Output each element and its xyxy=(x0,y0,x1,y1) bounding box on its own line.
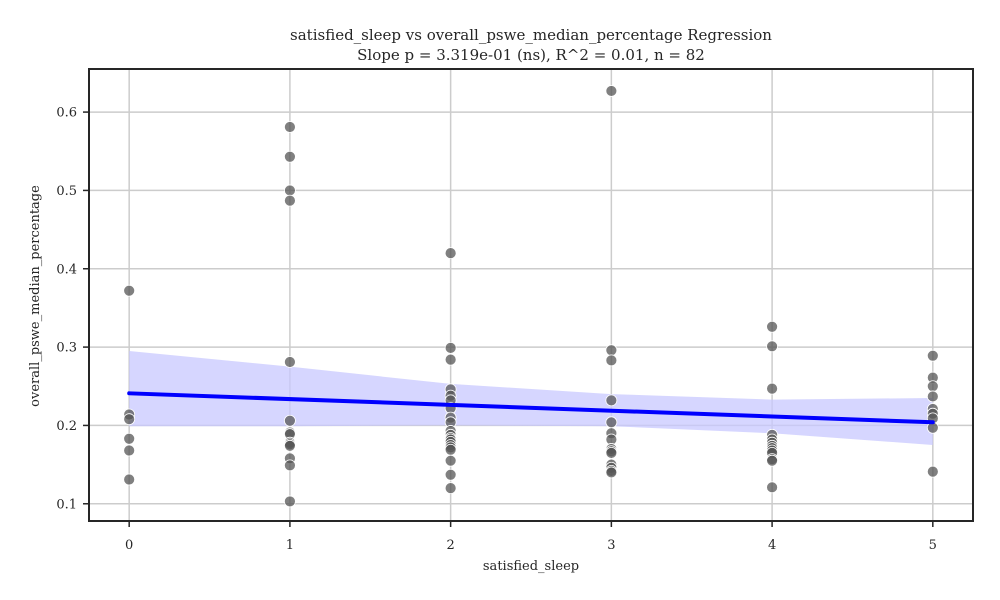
data-point xyxy=(284,121,296,133)
x-tick-label: 0 xyxy=(125,538,133,553)
data-point xyxy=(926,390,939,403)
y-tick-label: 0.2 xyxy=(56,419,77,434)
data-point xyxy=(605,446,618,459)
data-point xyxy=(123,284,136,297)
data-point xyxy=(926,465,939,478)
data-point xyxy=(766,320,778,333)
data-point xyxy=(605,344,618,357)
grid-lines xyxy=(89,69,973,521)
data-point xyxy=(766,481,778,494)
x-axis-ticks: 0 1 2 3 4 5 xyxy=(125,521,937,553)
y-tick-label: 0.4 xyxy=(56,262,77,277)
data-point xyxy=(123,413,136,426)
data-point xyxy=(926,349,939,362)
chart-subtitle: Slope p = 3.319e-01 (ns), R^2 = 0.01, n … xyxy=(357,46,705,64)
regression-line xyxy=(127,391,935,425)
y-tick-label: 0.5 xyxy=(56,184,77,199)
data-point xyxy=(444,443,457,456)
data-point xyxy=(444,247,457,259)
data-point xyxy=(605,466,618,479)
data-point xyxy=(284,194,296,207)
data-point xyxy=(123,432,136,445)
data-point xyxy=(284,184,296,197)
data-point xyxy=(605,354,618,367)
data-point xyxy=(284,356,296,368)
data-point xyxy=(444,454,457,467)
chart-title: satisfied_sleep vs overall_pswe_median_p… xyxy=(290,26,772,44)
confidence-band-area xyxy=(129,351,933,446)
data-point xyxy=(444,341,457,354)
x-tick-label: 3 xyxy=(607,538,615,553)
data-point xyxy=(284,150,296,163)
data-point xyxy=(284,459,296,472)
data-point xyxy=(123,444,136,457)
confidence-band xyxy=(129,351,933,446)
regression-line-group xyxy=(127,391,935,425)
data-point xyxy=(284,439,296,452)
data-point xyxy=(444,482,457,494)
data-point xyxy=(123,473,136,486)
y-tick-label: 0.3 xyxy=(56,341,77,356)
plot-frame xyxy=(88,68,974,522)
data-point xyxy=(605,85,618,97)
data-point xyxy=(766,454,778,467)
scatter-points xyxy=(123,85,939,508)
data-point xyxy=(284,495,296,508)
data-point xyxy=(926,380,939,393)
data-point xyxy=(766,340,778,353)
x-axis-label: satisfied_sleep xyxy=(483,559,579,574)
data-point xyxy=(284,414,296,427)
y-tick-label: 0.6 xyxy=(56,106,77,121)
data-point xyxy=(766,382,778,395)
data-point xyxy=(605,416,618,429)
y-axis-label: overall_pswe_median_percentage xyxy=(28,185,43,407)
y-tick-label: 0.1 xyxy=(56,497,77,512)
x-tick-label: 1 xyxy=(286,538,294,553)
x-tick-label: 4 xyxy=(768,538,776,553)
data-point xyxy=(444,353,457,366)
data-point xyxy=(444,468,457,481)
data-point xyxy=(605,394,618,407)
x-tick-label: 2 xyxy=(446,538,454,553)
x-tick-label: 5 xyxy=(929,538,937,553)
y-axis-ticks: 0.1 0.2 0.3 0.4 0.5 0.6 xyxy=(56,106,89,512)
